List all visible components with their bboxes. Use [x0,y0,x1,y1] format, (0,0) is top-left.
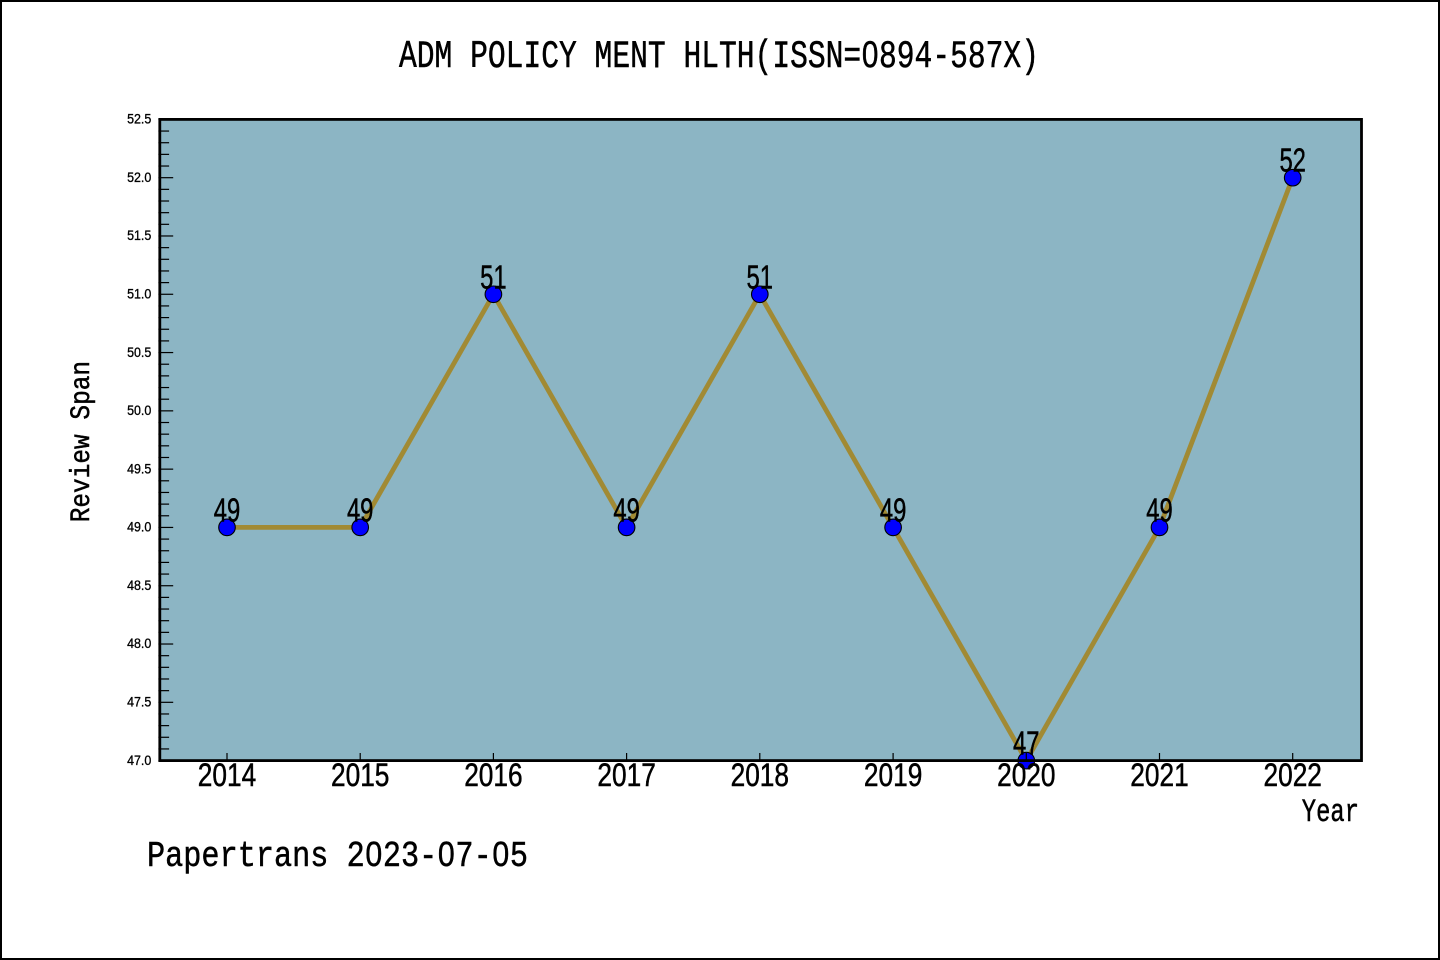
svg-text:49: 49 [1146,491,1173,528]
svg-text:49: 49 [613,491,640,528]
svg-text:Papertrans 2023-07-05: Papertrans 2023-07-05 [147,836,528,877]
svg-text:47.0: 47.0 [127,753,151,768]
svg-text:51: 51 [480,258,507,295]
svg-text:50.0: 50.0 [127,403,151,418]
svg-text:51.0: 51.0 [127,287,151,302]
svg-text:48.5: 48.5 [127,578,151,593]
svg-text:2022: 2022 [1264,757,1322,793]
svg-text:52.0: 52.0 [127,170,151,185]
svg-text:2018: 2018 [731,757,789,793]
svg-text:47.5: 47.5 [127,695,151,710]
svg-text:2017: 2017 [597,757,655,793]
svg-text:49: 49 [347,491,374,528]
svg-text:49: 49 [880,491,907,528]
svg-text:49: 49 [214,491,241,528]
svg-text:51: 51 [747,258,774,295]
svg-text:2021: 2021 [1130,757,1188,793]
svg-text:2020: 2020 [997,757,1055,793]
svg-text:50.5: 50.5 [127,345,151,360]
svg-text:ADM POLICY MENT HLTH(ISSN=0894: ADM POLICY MENT HLTH(ISSN=0894-587X) [399,35,1039,79]
svg-text:48.0: 48.0 [127,636,151,651]
svg-text:49.5: 49.5 [127,461,151,476]
svg-text:52.5: 52.5 [127,112,151,127]
svg-text:52: 52 [1279,142,1306,179]
svg-text:Year: Year [1302,794,1359,831]
svg-text:49.0: 49.0 [127,520,151,535]
svg-text:2016: 2016 [464,757,522,793]
svg-text:Review Span: Review Span [67,361,98,522]
svg-text:2019: 2019 [864,757,922,793]
svg-text:2015: 2015 [331,757,389,793]
svg-text:51.5: 51.5 [127,228,151,243]
svg-text:2014: 2014 [198,757,256,793]
